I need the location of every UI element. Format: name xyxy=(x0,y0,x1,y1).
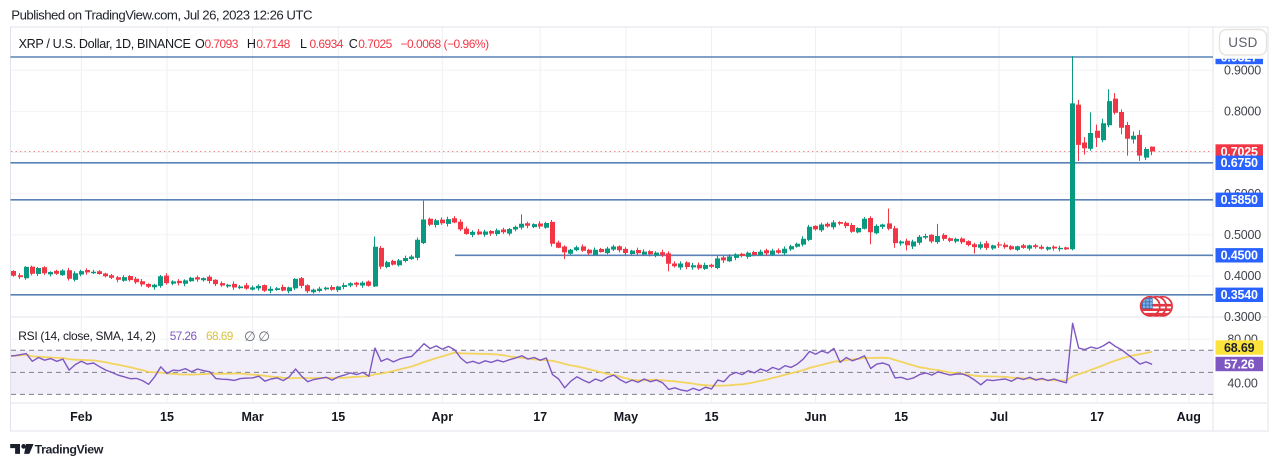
svg-text:USD: USD xyxy=(1228,35,1257,50)
svg-text:0.7093: 0.7093 xyxy=(205,37,239,51)
svg-text:15: 15 xyxy=(160,410,174,424)
svg-text:Mar: Mar xyxy=(241,410,263,424)
svg-text:L: L xyxy=(300,37,307,51)
svg-text:∅: ∅ xyxy=(244,329,256,344)
svg-text:Aug: Aug xyxy=(1177,410,1201,424)
svg-text:May: May xyxy=(614,410,638,424)
svg-text:68.69: 68.69 xyxy=(1224,341,1255,355)
svg-text:∅: ∅ xyxy=(258,329,270,344)
svg-text:0.7025: 0.7025 xyxy=(358,37,392,51)
svg-text:Jun: Jun xyxy=(804,410,826,424)
svg-text:40.00: 40.00 xyxy=(1227,377,1258,391)
svg-text:15: 15 xyxy=(331,410,345,424)
svg-text:Apr: Apr xyxy=(432,410,454,424)
svg-text:0.6934: 0.6934 xyxy=(310,37,344,51)
svg-text:Feb: Feb xyxy=(70,410,93,424)
svg-text:0.9000: 0.9000 xyxy=(1224,64,1261,78)
svg-text:0.5000: 0.5000 xyxy=(1224,228,1261,242)
svg-text:XRP / U.S. Dollar, 1D, BINANCE: XRP / U.S. Dollar, 1D, BINANCE xyxy=(19,37,191,51)
svg-text:O: O xyxy=(195,37,205,51)
svg-text:0.3000: 0.3000 xyxy=(1224,310,1261,324)
svg-text:68.69: 68.69 xyxy=(206,329,233,343)
svg-text:15: 15 xyxy=(894,410,908,424)
svg-text:0.6750: 0.6750 xyxy=(1221,156,1258,170)
svg-text:0.7148: 0.7148 xyxy=(256,37,290,51)
svg-text:15: 15 xyxy=(705,410,719,424)
svg-text:RSI (14, close, SMA, 14, 2): RSI (14, close, SMA, 14, 2) xyxy=(18,329,156,343)
svg-text:0.5850: 0.5850 xyxy=(1221,193,1258,207)
svg-text:C: C xyxy=(349,37,358,51)
svg-text:Published on TradingView.com,: Published on TradingView.com, Jul 26, 20… xyxy=(11,7,313,22)
svg-text:57.26: 57.26 xyxy=(170,329,198,343)
svg-text:0.4500: 0.4500 xyxy=(1221,249,1258,263)
svg-text:17: 17 xyxy=(533,410,547,424)
svg-text:H: H xyxy=(247,37,256,51)
svg-text:0.4000: 0.4000 xyxy=(1224,269,1261,283)
svg-text:0.7025: 0.7025 xyxy=(1221,145,1258,159)
svg-text:17: 17 xyxy=(1090,410,1104,424)
svg-text:−0.0068 (−0.96%): −0.0068 (−0.96%) xyxy=(401,37,490,51)
svg-text:Jul: Jul xyxy=(990,410,1008,424)
svg-text:0.3540: 0.3540 xyxy=(1221,288,1258,302)
svg-text:0.8000: 0.8000 xyxy=(1224,105,1261,119)
svg-text:TradingView: TradingView xyxy=(35,442,104,456)
svg-text:57.26: 57.26 xyxy=(1224,357,1255,371)
